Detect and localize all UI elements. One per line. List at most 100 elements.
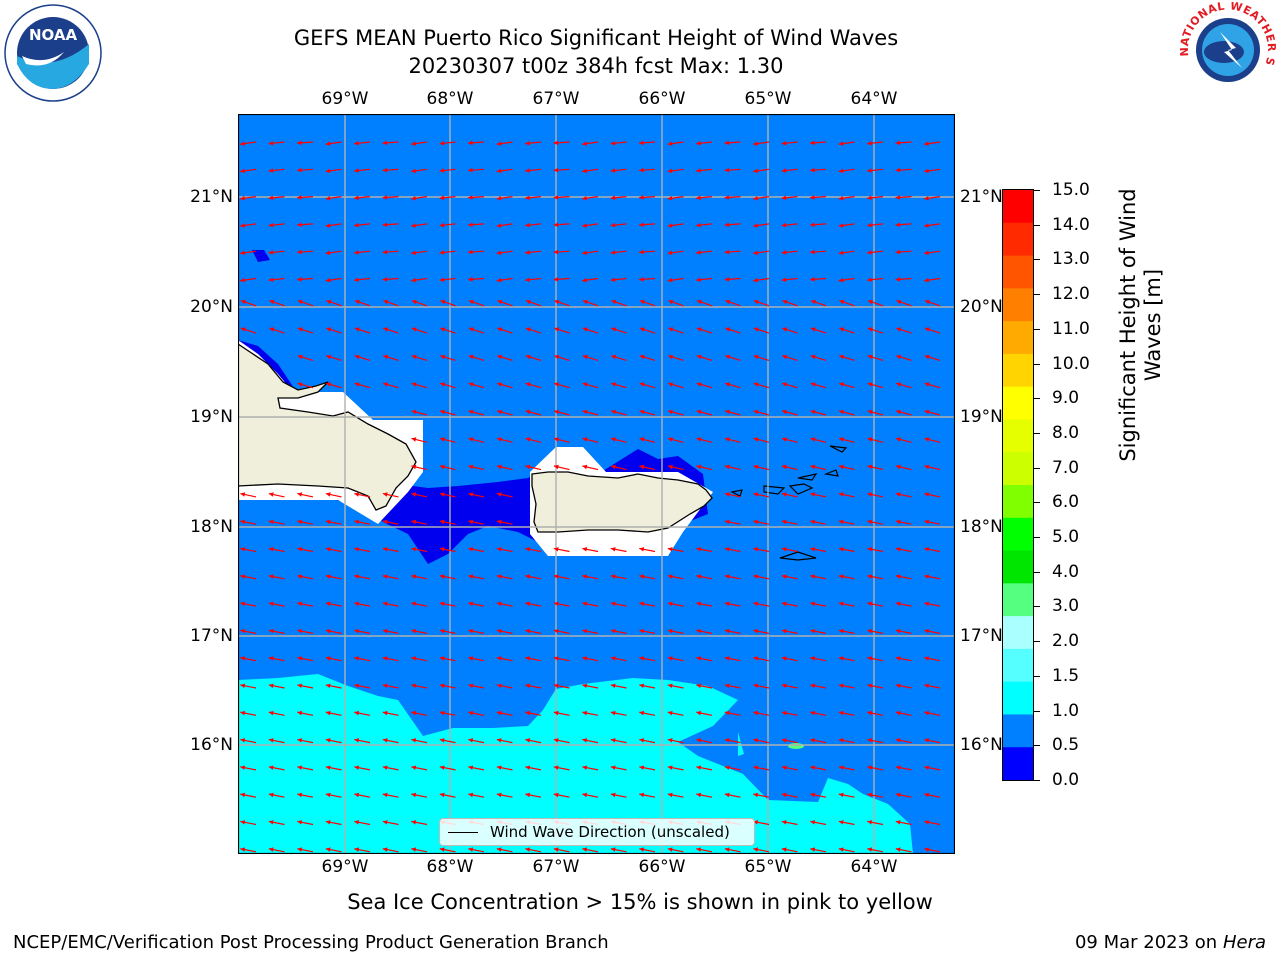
wave-direction-arrow	[781, 277, 798, 282]
wave-direction-arrow	[382, 249, 399, 255]
colorbar-tick-label: 11.0	[1052, 318, 1090, 339]
wave-direction-arrow	[496, 519, 513, 525]
wave-direction-arrow	[753, 299, 770, 307]
wave-direction-arrow	[411, 683, 428, 689]
wave-direction-arrow	[838, 765, 855, 771]
wave-direction-arrow	[610, 601, 627, 607]
wave-direction-arrow	[753, 250, 770, 256]
wave-direction-arrow	[354, 710, 371, 716]
wave-direction-arrow	[240, 628, 257, 634]
colorbar-swatch	[1003, 452, 1033, 486]
wave-direction-arrow	[639, 738, 656, 744]
wave-direction-arrow	[240, 250, 257, 256]
wave-direction-arrow	[668, 327, 684, 334]
wave-direction-arrow	[867, 195, 884, 201]
wave-direction-arrow	[496, 409, 513, 416]
colorbar-tick-mark	[1034, 294, 1040, 296]
wave-direction-arrow	[810, 327, 827, 334]
wave-direction-arrow	[325, 601, 342, 607]
wave-direction-arrow	[439, 464, 456, 471]
wave-direction-arrow	[268, 547, 285, 553]
wave-direction-arrow	[268, 656, 285, 662]
wave-direction-arrow	[525, 222, 542, 228]
colorbar-tick-mark	[1034, 710, 1040, 712]
wave-direction-arrow	[753, 847, 770, 853]
wave-direction-arrow	[924, 519, 941, 525]
lat-label-left-18n: 18°N	[190, 517, 233, 537]
lon-label-bottom-64w: 64°W	[850, 857, 898, 877]
wave-direction-arrow	[297, 738, 314, 744]
wave-direction-arrow	[753, 519, 770, 525]
colorbar-tick-label: 3.0	[1052, 596, 1080, 617]
wave-direction-arrow	[582, 327, 599, 334]
wave-direction-arrow	[781, 222, 798, 228]
wave-direction-arrow	[724, 464, 741, 471]
wave-direction-arrow	[639, 547, 656, 553]
wave-direction-arrow	[810, 738, 827, 744]
wave-direction-arrow	[582, 141, 599, 146]
wave-direction-arrow	[496, 683, 513, 689]
wave-direction-arrow	[838, 519, 855, 525]
wave-direction-arrow	[896, 354, 912, 361]
wave-direction-arrow	[638, 277, 656, 282]
wave-direction-arrow	[496, 765, 513, 771]
wave-direction-arrow	[382, 382, 399, 389]
wave-direction-arrow	[867, 547, 884, 553]
wave-direction-arrow	[326, 299, 342, 307]
wave-direction-arrow	[582, 250, 599, 256]
wave-direction-arrow	[525, 738, 542, 744]
wave-direction-arrow	[525, 628, 542, 634]
wave-direction-arrow	[354, 354, 371, 361]
wave-direction-arrow	[525, 464, 542, 471]
wave-direction-arrow	[268, 792, 285, 798]
wave-direction-arrow	[268, 738, 285, 744]
wave-direction-arrow	[895, 167, 912, 173]
colorbar-tick-mark	[1034, 745, 1040, 747]
legend-label: Wind Wave Direction (unscaled)	[490, 823, 730, 841]
wave-direction-arrow	[810, 820, 827, 826]
wave-direction-arrow	[325, 847, 342, 853]
wave-direction-arrow	[582, 601, 599, 607]
wave-direction-arrow	[639, 656, 656, 662]
wave-direction-arrow	[781, 437, 798, 443]
wave-direction-arrow	[895, 738, 912, 744]
wave-direction-arrow	[496, 168, 513, 174]
wave-direction-arrow	[781, 601, 798, 607]
wave-direction-arrow	[753, 327, 770, 334]
wave-direction-arrow	[525, 547, 542, 553]
wave-direction-arrow	[781, 168, 798, 173]
wave-direction-arrow	[496, 464, 513, 471]
wave-direction-arrow	[895, 656, 912, 662]
colorbar-tick-mark	[1034, 502, 1040, 504]
wave-direction-arrow	[382, 656, 399, 662]
wave-direction-arrow	[724, 409, 741, 416]
colorbar-tick-mark	[1034, 259, 1040, 261]
wave-direction-arrow	[553, 277, 570, 282]
colorbar-tick-label: 14.0	[1052, 214, 1090, 235]
wave-direction-arrow	[496, 710, 513, 716]
wave-direction-arrow	[724, 738, 741, 744]
wave-direction-arrow	[867, 574, 884, 580]
wave-direction-arrow	[411, 382, 428, 389]
wave-direction-arrow	[553, 765, 570, 771]
wave-direction-arrow	[468, 574, 485, 580]
wave-direction-arrow	[354, 601, 371, 607]
wave-direction-arrow	[924, 195, 941, 201]
wave-direction-arrow	[610, 437, 627, 443]
wave-direction-arrow	[467, 195, 485, 200]
lon-label-bottom-68w: 68°W	[426, 857, 474, 877]
wave-direction-arrow	[439, 738, 456, 744]
wave-direction-arrow	[696, 409, 713, 416]
wave-direction-arrow	[610, 250, 627, 255]
wave-direction-arrow	[696, 437, 713, 443]
wave-direction-arrow	[439, 409, 456, 416]
wave-direction-arrow	[810, 437, 827, 443]
wave-direction-arrow	[781, 656, 798, 662]
wave-direction-arrow	[810, 519, 827, 525]
lat-label-left-19n: 19°N	[190, 407, 233, 427]
wave-direction-arrow	[439, 628, 456, 634]
wave-direction-arrow	[269, 327, 285, 334]
wave-direction-arrow	[838, 574, 855, 580]
wave-direction-arrow	[582, 195, 599, 201]
wave-direction-arrow	[382, 847, 399, 853]
